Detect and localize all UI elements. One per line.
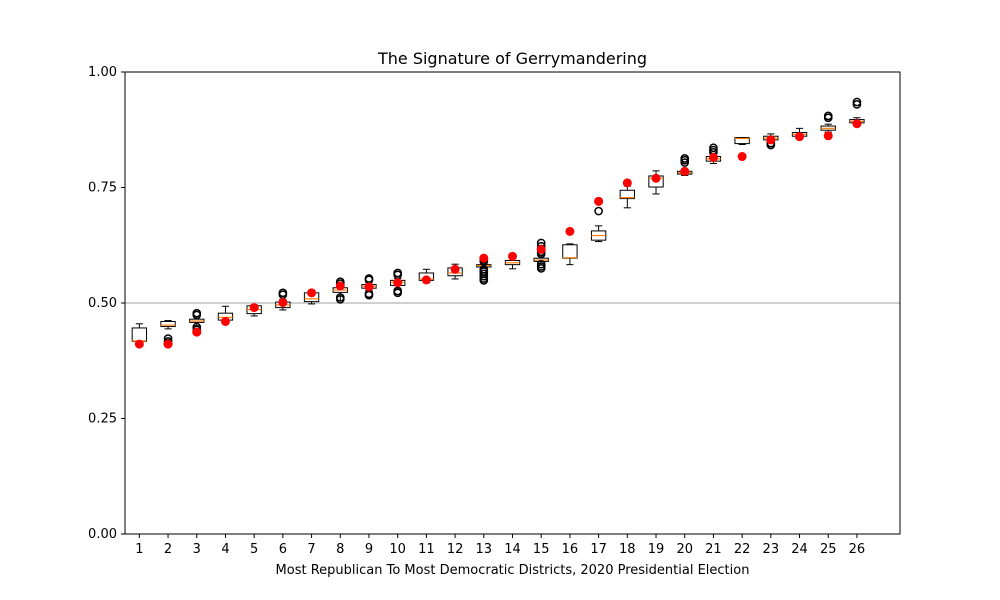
- x-tick-label: 14: [504, 542, 521, 557]
- box-group-25: [820, 111, 836, 133]
- actual-point-25: [823, 131, 833, 141]
- box-group-22: [734, 137, 750, 146]
- x-tick-label: 18: [619, 542, 636, 557]
- x-tick-label: 23: [763, 542, 780, 557]
- actual-point-1: [134, 339, 144, 349]
- actual-point-16: [565, 226, 575, 236]
- x-tick-label: 2: [164, 542, 172, 557]
- x-tick-label: 5: [250, 542, 258, 557]
- actual-point-24: [795, 132, 805, 142]
- box: [734, 137, 750, 145]
- box: [562, 244, 578, 259]
- actual-point-17: [594, 196, 604, 206]
- x-tick-label: 4: [221, 542, 229, 557]
- actual-point-4: [220, 316, 230, 326]
- actual-point-5: [249, 303, 259, 313]
- actual-point-7: [307, 288, 317, 298]
- x-tick-label: 9: [365, 542, 373, 557]
- outlier-marker: [709, 143, 718, 153]
- actual-point-8: [335, 281, 345, 291]
- actual-point-23: [766, 135, 776, 145]
- actual-point-18: [622, 178, 632, 188]
- x-tick-label: 6: [279, 542, 287, 557]
- x-tick-label: 3: [193, 542, 201, 557]
- outlier-marker: [852, 97, 862, 107]
- actual-point-22: [737, 152, 747, 162]
- data-layer: [131, 97, 865, 349]
- x-tick-label: 20: [676, 542, 693, 557]
- actual-point-6: [278, 298, 288, 308]
- x-tick-label: 21: [705, 542, 722, 557]
- actual-point-3: [192, 327, 202, 337]
- chart-title: The Signature of Gerrymandering: [377, 49, 647, 68]
- actual-point-19: [651, 173, 661, 183]
- x-axis-label: Most Republican To Most Democratic Distr…: [276, 563, 750, 578]
- outlier-marker: [823, 111, 833, 121]
- box-group-18: [619, 185, 635, 209]
- actual-point-12: [450, 264, 460, 274]
- y-tick-label: 1.00: [88, 65, 117, 80]
- outlier-marker: [192, 308, 202, 318]
- x-tick-label: 24: [791, 542, 808, 557]
- actual-point-15: [536, 244, 546, 254]
- x-tick-label: 17: [590, 542, 607, 557]
- x-tick-label: 22: [734, 542, 751, 557]
- actual-point-13: [479, 253, 489, 263]
- actual-point-20: [680, 166, 690, 176]
- actual-point-2: [163, 339, 173, 349]
- outlier-marker: [594, 206, 603, 216]
- outlier-marker: [335, 293, 345, 302]
- x-tick-label: 13: [476, 542, 493, 557]
- box: [619, 189, 635, 200]
- actual-point-9: [364, 282, 374, 292]
- y-tick-label: 0.00: [88, 527, 117, 542]
- outlier-marker: [364, 274, 374, 283]
- y-tick-label: 0.75: [88, 181, 117, 196]
- x-tick-label: 25: [820, 542, 837, 557]
- outlier-marker: [536, 259, 546, 269]
- y-tick-label: 0.50: [88, 296, 117, 311]
- outlier-marker: [278, 288, 288, 298]
- actual-point-26: [852, 119, 862, 129]
- x-tick-label: 26: [849, 542, 866, 557]
- y-tick-label: 0.25: [88, 412, 117, 427]
- actual-point-21: [708, 152, 718, 162]
- x-tick-label: 1: [135, 542, 143, 557]
- outlier-marker: [393, 286, 403, 296]
- box-group-16: [562, 243, 578, 266]
- actual-point-10: [393, 278, 403, 288]
- box: [160, 320, 176, 328]
- box-group-15: [533, 238, 549, 273]
- x-tick-label: 7: [307, 542, 315, 557]
- x-tick-label: 16: [562, 542, 579, 557]
- box: [131, 327, 148, 342]
- x-tick-label: 12: [447, 542, 464, 557]
- outlier-marker: [393, 268, 403, 278]
- actual-point-11: [421, 275, 431, 285]
- x-tick-label: 19: [648, 542, 665, 557]
- actual-point-14: [508, 251, 517, 261]
- x-tick-label: 10: [389, 542, 406, 557]
- x-tick-label: 8: [336, 542, 344, 557]
- axis-layer: 0.000.250.500.751.001 2 3 4 5 6 7 8 9 10 11 12 13 14 1…: [88, 65, 901, 557]
- x-tick-label: 15: [533, 542, 550, 557]
- x-tick-label: 11: [418, 542, 435, 557]
- outlier-marker: [680, 154, 690, 163]
